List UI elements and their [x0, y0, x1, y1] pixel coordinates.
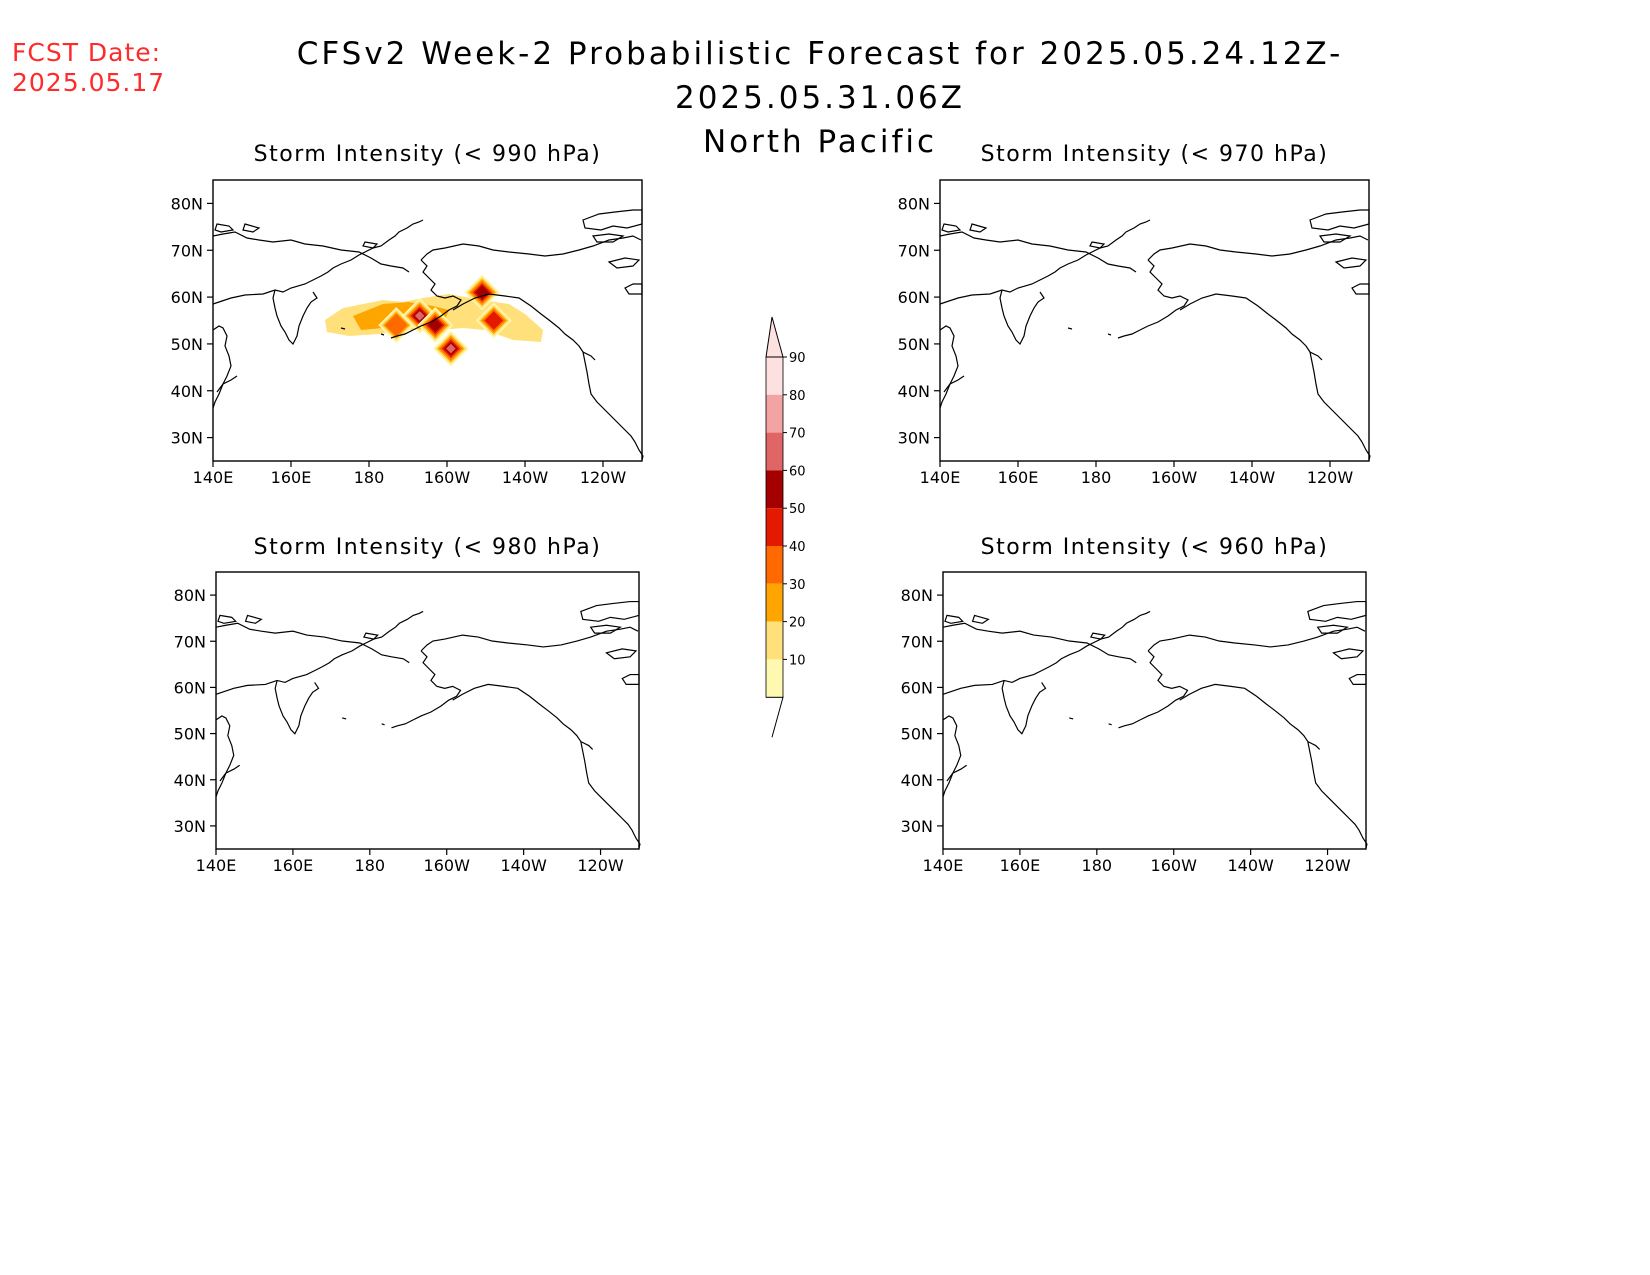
lat-tick-label: 50N: [174, 725, 206, 744]
lat-tick-label: 70N: [171, 241, 203, 260]
colorbar-label: 20: [789, 616, 806, 631]
lat-tick-label: 60N: [171, 288, 203, 307]
colorbar-swatch: [766, 583, 783, 622]
lat-tick-label: 70N: [174, 632, 206, 651]
panel-title-990: Storm Intensity (< 990 hPa): [253, 142, 602, 167]
colorbar-swatch: [766, 394, 783, 433]
storm-probability-cell: [446, 343, 456, 354]
lon-tick-label: 160W: [1151, 468, 1198, 487]
lat-tick-label: 40N: [171, 382, 203, 401]
panel-title-970: Storm Intensity (< 970 hPa): [980, 142, 1329, 167]
axis-tick-labels: 80N 70N 60N 50N 40N 30N 140E 160E 180 160W 140W 120…: [171, 194, 1354, 875]
lat-tick-label: 60N: [174, 678, 206, 697]
title-line-1: CFSv2 Week-2 Probabilistic Forecast for …: [296, 36, 1344, 116]
lon-tick-label: 160E: [998, 468, 1039, 487]
storm-probability-cell: [475, 285, 490, 300]
fcst-label: FCST Date:: [12, 38, 162, 67]
colorbar-swatch: [766, 357, 783, 395]
lon-tick-label: 160E: [271, 468, 312, 487]
lat-tick-label: 80N: [174, 586, 206, 605]
lon-tick-label: 180: [1081, 468, 1112, 487]
lon-tick-label: 120W: [580, 468, 627, 487]
lon-tick-label: 140E: [920, 468, 961, 487]
lon-tick-label: 180: [355, 856, 386, 875]
colorbar-label: 80: [789, 389, 806, 404]
lon-tick-label: 160E: [1000, 856, 1041, 875]
lon-tick-label: 160W: [1151, 856, 1198, 875]
lat-tick-label: 30N: [174, 817, 206, 836]
lon-tick-label: 120W: [1304, 856, 1351, 875]
colorbar-label: 90: [789, 351, 806, 366]
lon-tick-label: 140W: [502, 468, 549, 487]
lat-tick-label: 40N: [174, 771, 206, 790]
lat-tick-label: 50N: [171, 335, 203, 354]
map-panel-990: [212, 179, 644, 462]
colorbar-swatch: [766, 470, 783, 509]
storm-probability-cell: [484, 311, 503, 330]
colorbar-tail: [766, 696, 784, 738]
lat-tick-label: 60N: [901, 678, 933, 697]
colorbar-swatch: [766, 432, 783, 471]
colorbar-label: 60: [789, 464, 806, 479]
map-panel-980: [215, 571, 641, 850]
lon-tick-label: 160W: [424, 856, 471, 875]
lat-tick-label: 80N: [898, 194, 930, 213]
colorbar-label: 40: [789, 540, 806, 555]
lon-tick-label: 160W: [424, 468, 471, 487]
colorbar-label: 30: [789, 578, 806, 593]
lat-tick-label: 50N: [898, 335, 930, 354]
panel-title-960: Storm Intensity (< 960 hPa): [980, 535, 1329, 560]
lon-tick-label: 160E: [273, 856, 314, 875]
lon-tick-label: 180: [1082, 856, 1113, 875]
lon-tick-label: 140W: [1227, 856, 1274, 875]
lon-tick-label: 140E: [193, 468, 234, 487]
lat-tick-label: 70N: [898, 241, 930, 260]
colorbar-label: 70: [789, 427, 806, 442]
map-panel-970: [939, 179, 1371, 462]
colorbar-swatch: [766, 621, 783, 660]
lat-tick-label: 30N: [901, 817, 933, 836]
map-panel-960: [942, 571, 1368, 850]
lat-tick-label: 40N: [898, 382, 930, 401]
lon-tick-label: 120W: [577, 856, 624, 875]
storm-probability-cell: [414, 311, 425, 321]
lat-tick-label: 80N: [901, 586, 933, 605]
colorbar-label: 50: [789, 502, 806, 517]
title-line-2: North Pacific: [702, 124, 938, 160]
colorbar-label: 10: [789, 653, 806, 668]
lat-tick-label: 40N: [901, 771, 933, 790]
colorbar: 90 80 70 60 50 40 30 20 10: [765, 316, 806, 738]
storm-probability-cell: [384, 313, 408, 337]
forecast-date-label: FCST Date: 2025.05.17: [12, 38, 165, 98]
lon-tick-label: 120W: [1307, 468, 1354, 487]
lon-tick-label: 140W: [1229, 468, 1276, 487]
lat-tick-label: 50N: [901, 725, 933, 744]
lat-tick-label: 60N: [898, 288, 930, 307]
colorbar-swatch: [766, 659, 783, 698]
colorbar-swatch: [766, 508, 783, 546]
lat-tick-label: 80N: [171, 194, 203, 213]
colorbar-top: [765, 316, 784, 358]
lon-tick-label: 140E: [196, 856, 237, 875]
page-title: CFSv2 Week-2 Probabilistic Forecast for …: [180, 32, 1460, 164]
lon-tick-label: 140W: [500, 856, 547, 875]
lat-tick-label: 70N: [901, 632, 933, 651]
lat-tick-label: 30N: [171, 429, 203, 448]
storm-probability-layer: [325, 274, 543, 367]
panel-title-980: Storm Intensity (< 980 hPa): [253, 535, 602, 560]
lon-tick-label: 140E: [923, 856, 964, 875]
colorbar-swatch: [766, 546, 783, 584]
lat-tick-label: 30N: [898, 429, 930, 448]
fcst-date: 2025.05.17: [12, 68, 166, 97]
lon-tick-label: 180: [354, 468, 385, 487]
